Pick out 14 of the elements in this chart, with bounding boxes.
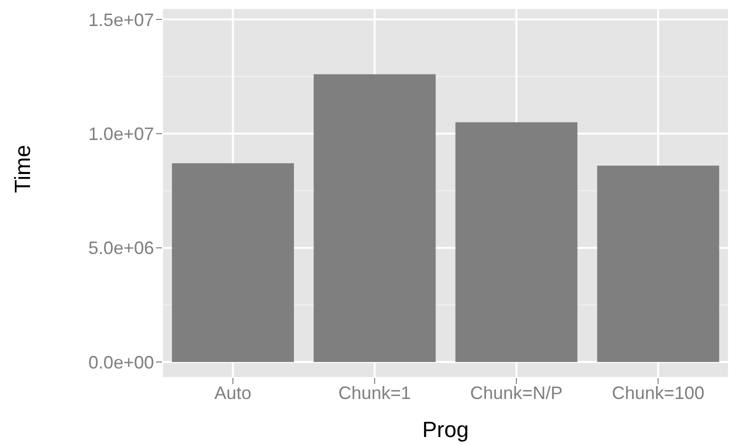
- x-tick-label: Auto: [214, 382, 252, 403]
- y-tick-label: 1.5e+07: [88, 10, 154, 30]
- bar: [314, 74, 436, 362]
- bar: [172, 163, 294, 362]
- x-tick-label: Chunk=1: [338, 382, 411, 403]
- x-tick-label: Chunk=N/P: [470, 382, 563, 403]
- bar: [455, 122, 578, 362]
- bar: [597, 166, 720, 362]
- y-axis-title: Time: [10, 144, 35, 193]
- y-tick-label: 0.0e+00: [88, 352, 154, 372]
- x-tick-label: Chunk=100: [612, 382, 704, 403]
- y-tick-label: 1.0e+07: [88, 124, 154, 144]
- x-axis-title: Prog: [422, 417, 469, 442]
- y-tick-label: 5.0e+06: [88, 238, 154, 258]
